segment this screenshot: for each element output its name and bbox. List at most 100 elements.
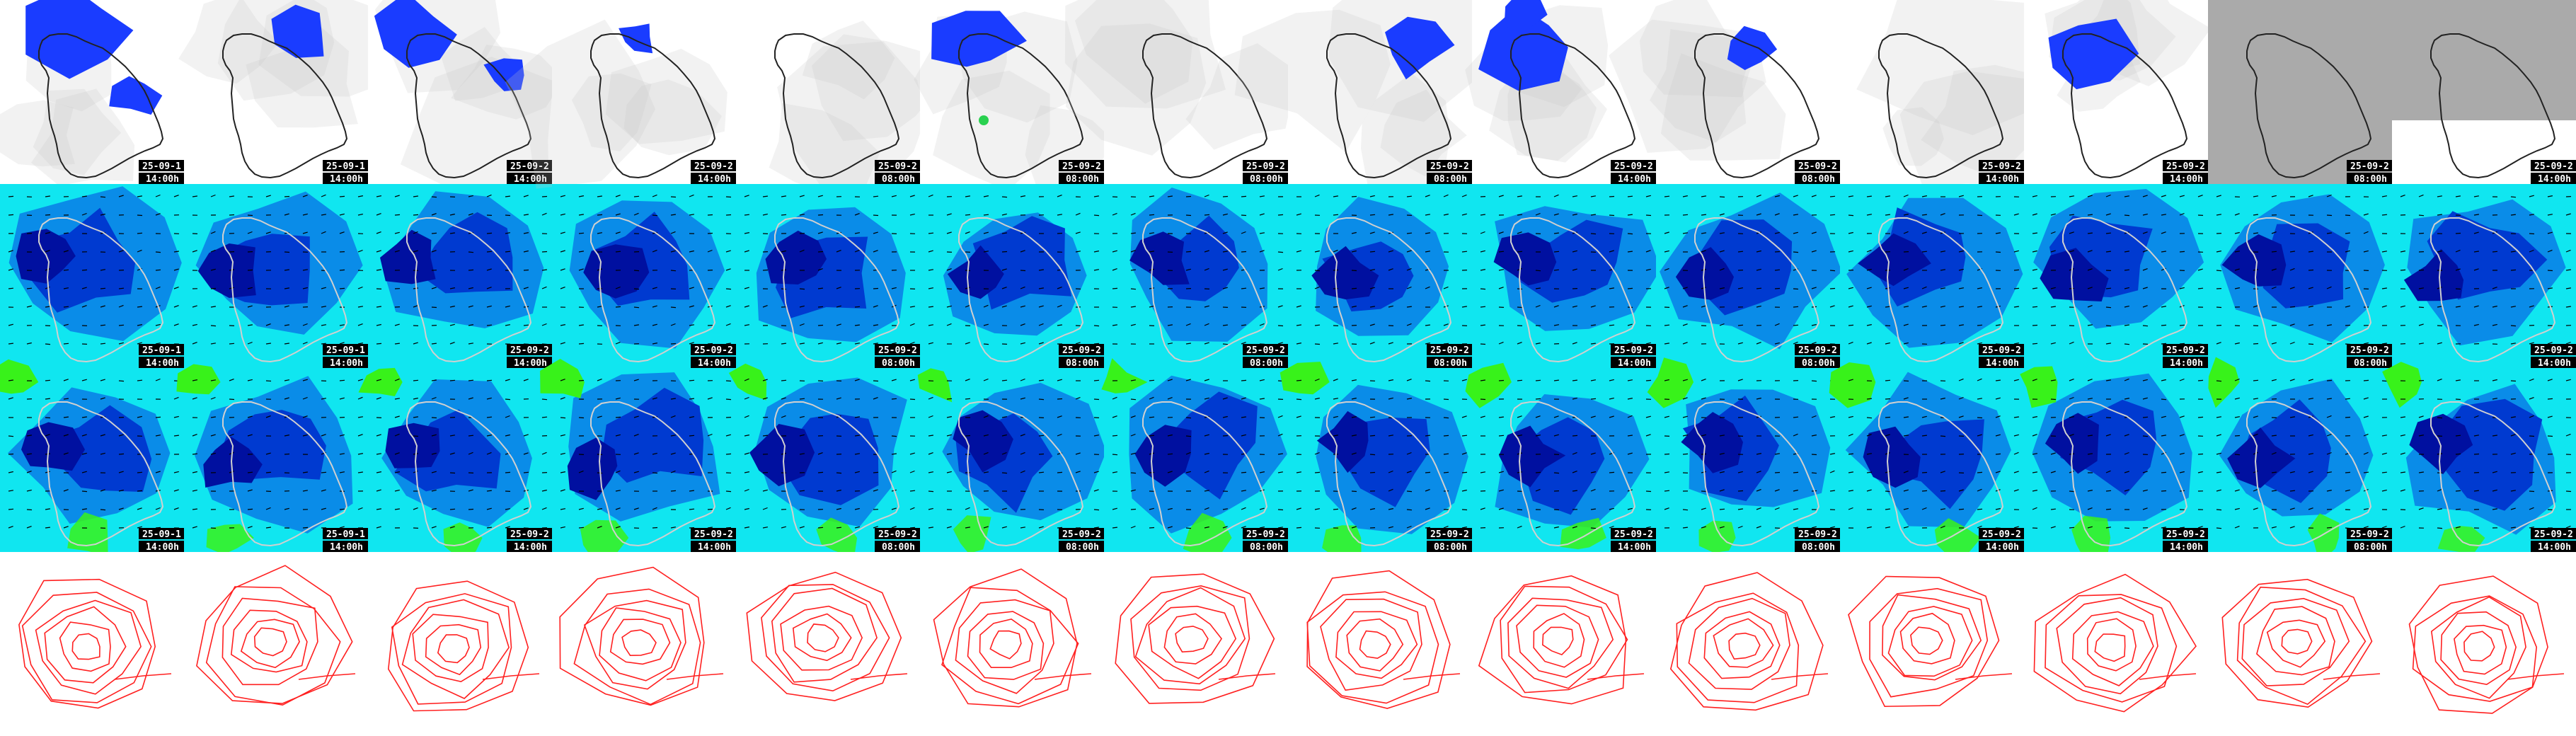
wind-arrow [1977,488,1982,492]
wind-arrow [247,526,253,529]
wind-arrow [1461,471,1468,473]
wind-arrow [1940,305,1945,308]
wind-arrow [357,213,363,216]
wind-arrow [707,214,713,216]
timestamp-date-bg [1611,344,1656,355]
wind-arrow [2437,508,2442,510]
field-panel: 25-09-208:00h [1288,184,1472,369]
wind-arrow [431,343,437,345]
wind-arrow [707,527,713,529]
wind-arrow [2050,508,2056,510]
wind-arrow [1406,268,1412,271]
wind-arrow [1038,323,1044,326]
field-panel: 25-09-114:00h [0,359,184,557]
wind-arrow [965,507,970,510]
wind-arrow [2105,470,2111,473]
wind-arrow [1553,232,1559,234]
wind-arrow [486,232,493,234]
wind-arrow [339,526,345,529]
wind-arrow [1204,490,1210,492]
wind-arrow [2510,452,2516,455]
wind-arrow [891,398,897,400]
wind-arrow [468,489,473,492]
wind-arrow [615,213,621,216]
wind-arrow [2289,507,2295,510]
wind-arrow [817,231,823,234]
wind-arrow [1756,526,1761,529]
wind-arrow [2087,287,2093,289]
wind-arrow [2124,489,2129,492]
wind-arrow [836,507,841,510]
wind-arrow [376,489,381,492]
wind-arrow [431,452,437,455]
wind-arrow [2289,416,2295,418]
wind-arrow [2345,489,2350,492]
wind-arrow [2345,250,2350,253]
wind-arrow [1682,305,1688,308]
wind-arrow [1314,343,1321,345]
wind-arrow [1866,342,1872,345]
wind-arrow [486,305,492,308]
wind-arrow [1204,214,1210,216]
wind-arrow [1903,342,1909,345]
wind-arrow [100,397,105,400]
wind-arrow [1848,324,1854,326]
wind-arrow [1572,213,1577,216]
contour-panel [1472,552,1656,736]
wind-arrow [431,471,437,473]
wind-arrow [1130,433,1136,437]
wind-arrow [1848,250,1853,253]
wind-arrow [689,435,695,437]
wind-arrow [817,342,823,345]
wind-arrow [1829,305,1835,308]
contour-line [253,627,287,657]
wind-arrow [45,195,50,197]
wind-arrow [983,343,989,345]
wind-arrow [1701,232,1706,234]
wind-arrow [2142,213,2148,216]
wind-arrow [1866,471,1873,473]
wind-arrow [63,287,69,289]
wind-arrow [1553,415,1559,418]
wind-arrow [2565,490,2572,493]
wind-arrow [1185,379,1191,381]
cloud-panel: 25-09-214:00h [505,0,736,189]
timestamp-date: 25-09-2 [1798,345,1837,356]
wind-arrow [2142,435,2149,437]
wind-arrow [928,396,933,400]
contour-panel [1288,552,1472,736]
field-panel: 25-09-208:00h [2208,357,2392,563]
wind-arrow [431,306,437,309]
contour-line [2266,619,2326,668]
wind-arrow [137,249,142,253]
wind-arrow [321,343,326,345]
timestamp-time: 14:00h [2538,358,2571,369]
wind-arrow [2013,343,2020,345]
wind-arrow [265,195,271,197]
timestamp-time: 08:00h [1066,358,1099,369]
wind-arrow [2142,287,2148,289]
wind-arrow [100,305,105,308]
wind-arrow [1204,434,1209,437]
timestamp-time-bg [1795,173,1840,184]
wind-arrow [1977,398,1983,400]
timestamp-time: 14:00h [1986,542,2019,553]
timestamp-date: 25-09-2 [510,161,549,172]
wind-arrow [744,287,749,289]
wind-arrow [1903,416,1909,418]
wind-arrow [2142,195,2148,197]
wind-arrow [1369,214,1376,216]
wind-arrow [1977,214,1983,217]
wind-arrow [210,434,216,437]
timestamp-time: 14:00h [330,174,363,185]
wind-arrow [339,508,345,510]
wind-arrow [1185,214,1192,217]
wind-arrow [725,305,731,308]
wind-arrow [2345,232,2350,234]
wind-arrow [2289,251,2295,253]
timestamp-time-bg [875,173,920,184]
wind-arrow [1038,453,1045,455]
timestamp-time: 14:00h [2170,542,2203,553]
wind-arrow [1848,507,1853,510]
wind-arrow [155,507,161,510]
